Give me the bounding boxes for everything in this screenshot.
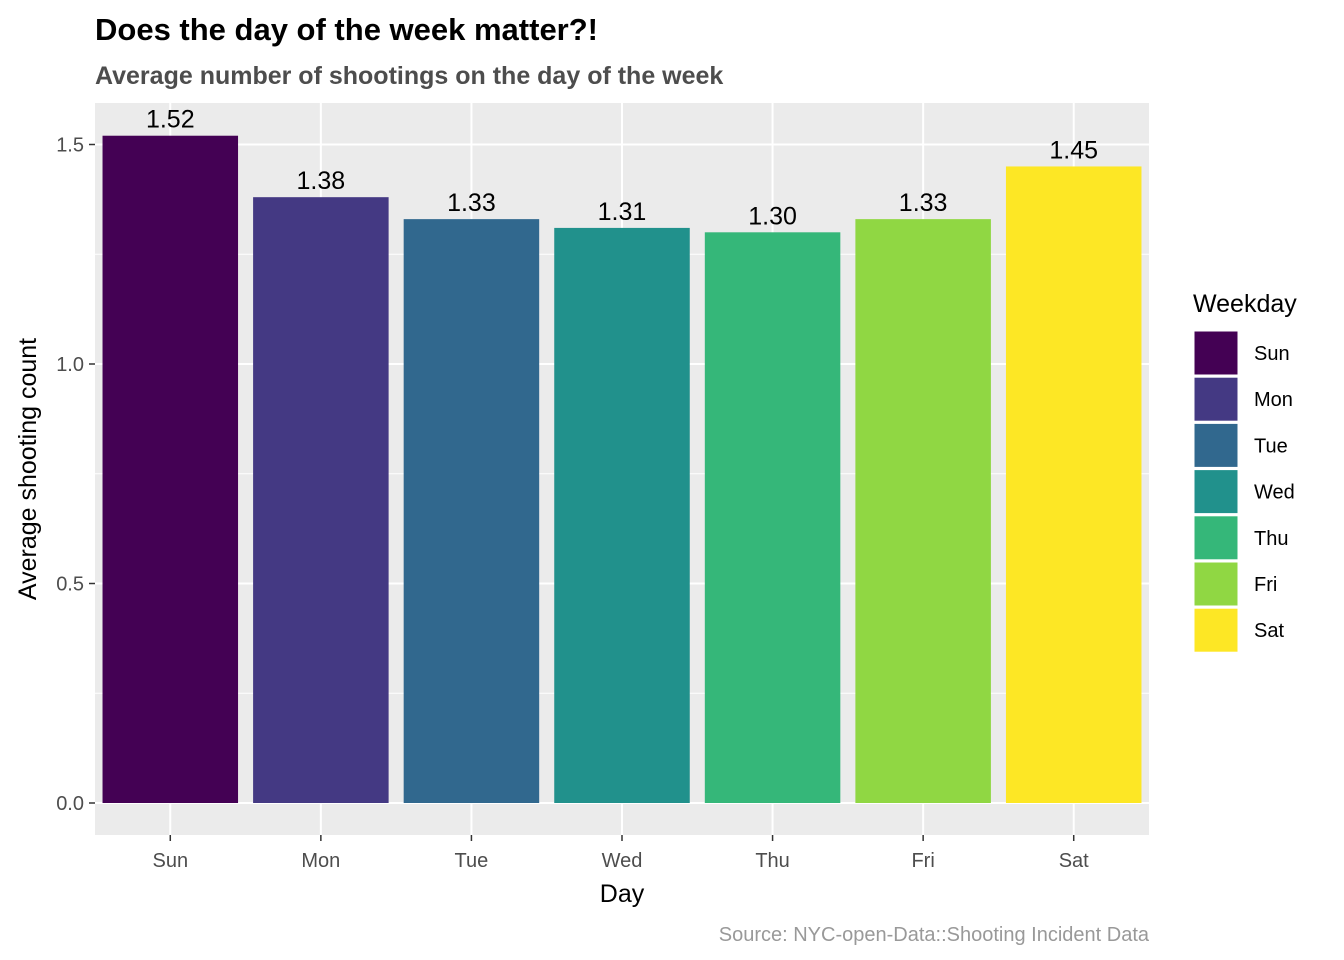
data-label-sun: 1.52 bbox=[146, 106, 195, 134]
bar-sun bbox=[102, 135, 239, 804]
bar-sat bbox=[1005, 166, 1142, 803]
legend-key-thu bbox=[1193, 515, 1239, 561]
legend-key-tue bbox=[1193, 422, 1239, 468]
y-tick-label: 1.5 bbox=[56, 135, 84, 157]
legend-label-fri: Fri bbox=[1254, 574, 1277, 596]
data-label-fri: 1.33 bbox=[899, 189, 948, 217]
legend-label-sat: Sat bbox=[1254, 620, 1284, 642]
legend-entries: Sun Mon Tue Wed Thu Fri Sat bbox=[1193, 330, 1295, 653]
x-tick-label: Tue bbox=[455, 850, 489, 872]
y-tick-label: 0.5 bbox=[56, 574, 84, 596]
bar-thu bbox=[704, 232, 841, 804]
x-tick-label: Sun bbox=[152, 850, 188, 872]
chart-title: Does the day of the week matter?! bbox=[95, 12, 598, 47]
bar-fri bbox=[855, 219, 991, 803]
data-label-mon: 1.38 bbox=[297, 167, 346, 195]
legend-title: Weekday bbox=[1193, 290, 1297, 318]
legend: Weekday Sun Mon Tue Wed Thu Fri Sat bbox=[1193, 290, 1297, 653]
y-axis-title: Average shooting count bbox=[14, 338, 42, 600]
legend-label-tue: Tue bbox=[1254, 435, 1288, 457]
bar-wed bbox=[554, 227, 690, 803]
legend-label-wed: Wed bbox=[1254, 482, 1295, 504]
x-tick-label: Wed bbox=[602, 850, 643, 872]
data-label-sat: 1.45 bbox=[1049, 136, 1098, 164]
bars bbox=[102, 135, 1142, 804]
data-label-wed: 1.31 bbox=[598, 198, 647, 226]
y-tick-label: 1.0 bbox=[56, 354, 84, 376]
legend-key-wed bbox=[1193, 469, 1239, 515]
legend-label-thu: Thu bbox=[1254, 528, 1288, 550]
chart-caption: Source: NYC-open-Data::Shooting Incident… bbox=[719, 924, 1150, 946]
legend-key-mon bbox=[1193, 376, 1239, 422]
data-label-thu: 1.30 bbox=[748, 202, 797, 230]
y-tick-label: 0.0 bbox=[56, 793, 84, 815]
legend-label-sun: Sun bbox=[1254, 343, 1290, 365]
legend-key-sat bbox=[1193, 607, 1239, 653]
x-tick-label: Sat bbox=[1059, 850, 1089, 872]
x-tick-label: Thu bbox=[755, 850, 789, 872]
x-tick-label: Mon bbox=[301, 850, 340, 872]
x-axis: Sun Mon Tue Wed Thu Fri Sat bbox=[152, 835, 1089, 872]
legend-label-mon: Mon bbox=[1254, 389, 1293, 411]
y-axis: 0.0 0.5 1.0 1.5 bbox=[56, 135, 95, 815]
bar-tue bbox=[403, 219, 540, 803]
legend-key-sun bbox=[1193, 330, 1239, 376]
bar-mon bbox=[253, 197, 389, 803]
x-axis-title: Day bbox=[600, 880, 645, 908]
chart-subtitle: Average number of shootings on the day o… bbox=[95, 62, 723, 90]
x-tick-label: Fri bbox=[911, 850, 934, 872]
legend-key-fri bbox=[1193, 561, 1239, 607]
data-label-tue: 1.33 bbox=[447, 189, 496, 217]
data-labels: 1.52 1.38 1.33 1.31 1.30 1.33 1.45 bbox=[146, 106, 1098, 231]
